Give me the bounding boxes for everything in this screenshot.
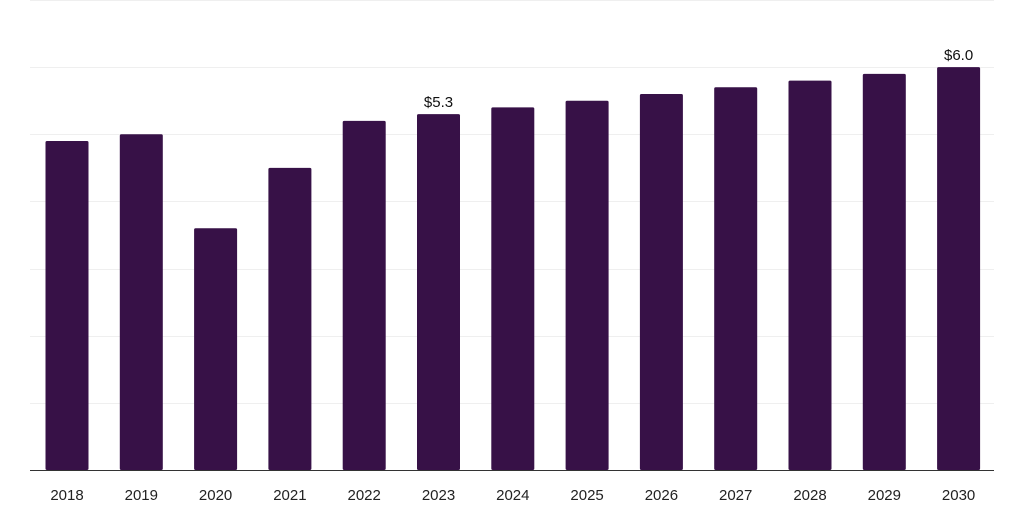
bar-2023 <box>417 114 460 470</box>
x-tick-label-2021: 2021 <box>273 487 306 504</box>
bar-2020 <box>194 228 238 470</box>
x-tick-label-2028: 2028 <box>793 487 826 504</box>
x-tick-label-2027: 2027 <box>719 487 752 504</box>
bar-2019 <box>119 134 163 471</box>
x-tick-label-2029: 2029 <box>868 487 901 504</box>
x-tick-label-2030: 2030 <box>942 487 975 504</box>
bar-2022 <box>342 120 386 471</box>
bar-2030 <box>937 67 981 470</box>
x-tick-label-2019: 2019 <box>125 487 158 504</box>
bar-2029 <box>862 73 906 471</box>
bar-2025 <box>565 100 609 470</box>
x-tick-label-2026: 2026 <box>645 487 678 504</box>
x-tick-label-2023: 2023 <box>422 487 455 504</box>
bar-2028 <box>788 80 832 470</box>
x-tick-label-2024: 2024 <box>496 487 529 504</box>
bar-2021 <box>268 167 312 470</box>
x-tick-layer: 2018 2019 2020 2021 2022 2023 2024 2025 2026 2027… <box>50 487 975 504</box>
x-tick-label-2020: 2020 <box>199 487 232 504</box>
bar-2018 <box>45 141 89 470</box>
bar-layer <box>45 67 981 471</box>
data-label-layer: $5.3 $6.0 <box>424 47 973 111</box>
data-label-2023: $5.3 <box>424 94 453 111</box>
bar-2024 <box>491 107 535 471</box>
bar-2027 <box>714 87 758 471</box>
x-tick-label-2025: 2025 <box>570 487 603 504</box>
bar-2026 <box>639 94 683 470</box>
x-tick-label-2018: 2018 <box>50 487 83 504</box>
data-label-2030: $6.0 <box>944 47 973 64</box>
x-tick-label-2022: 2022 <box>348 487 381 504</box>
